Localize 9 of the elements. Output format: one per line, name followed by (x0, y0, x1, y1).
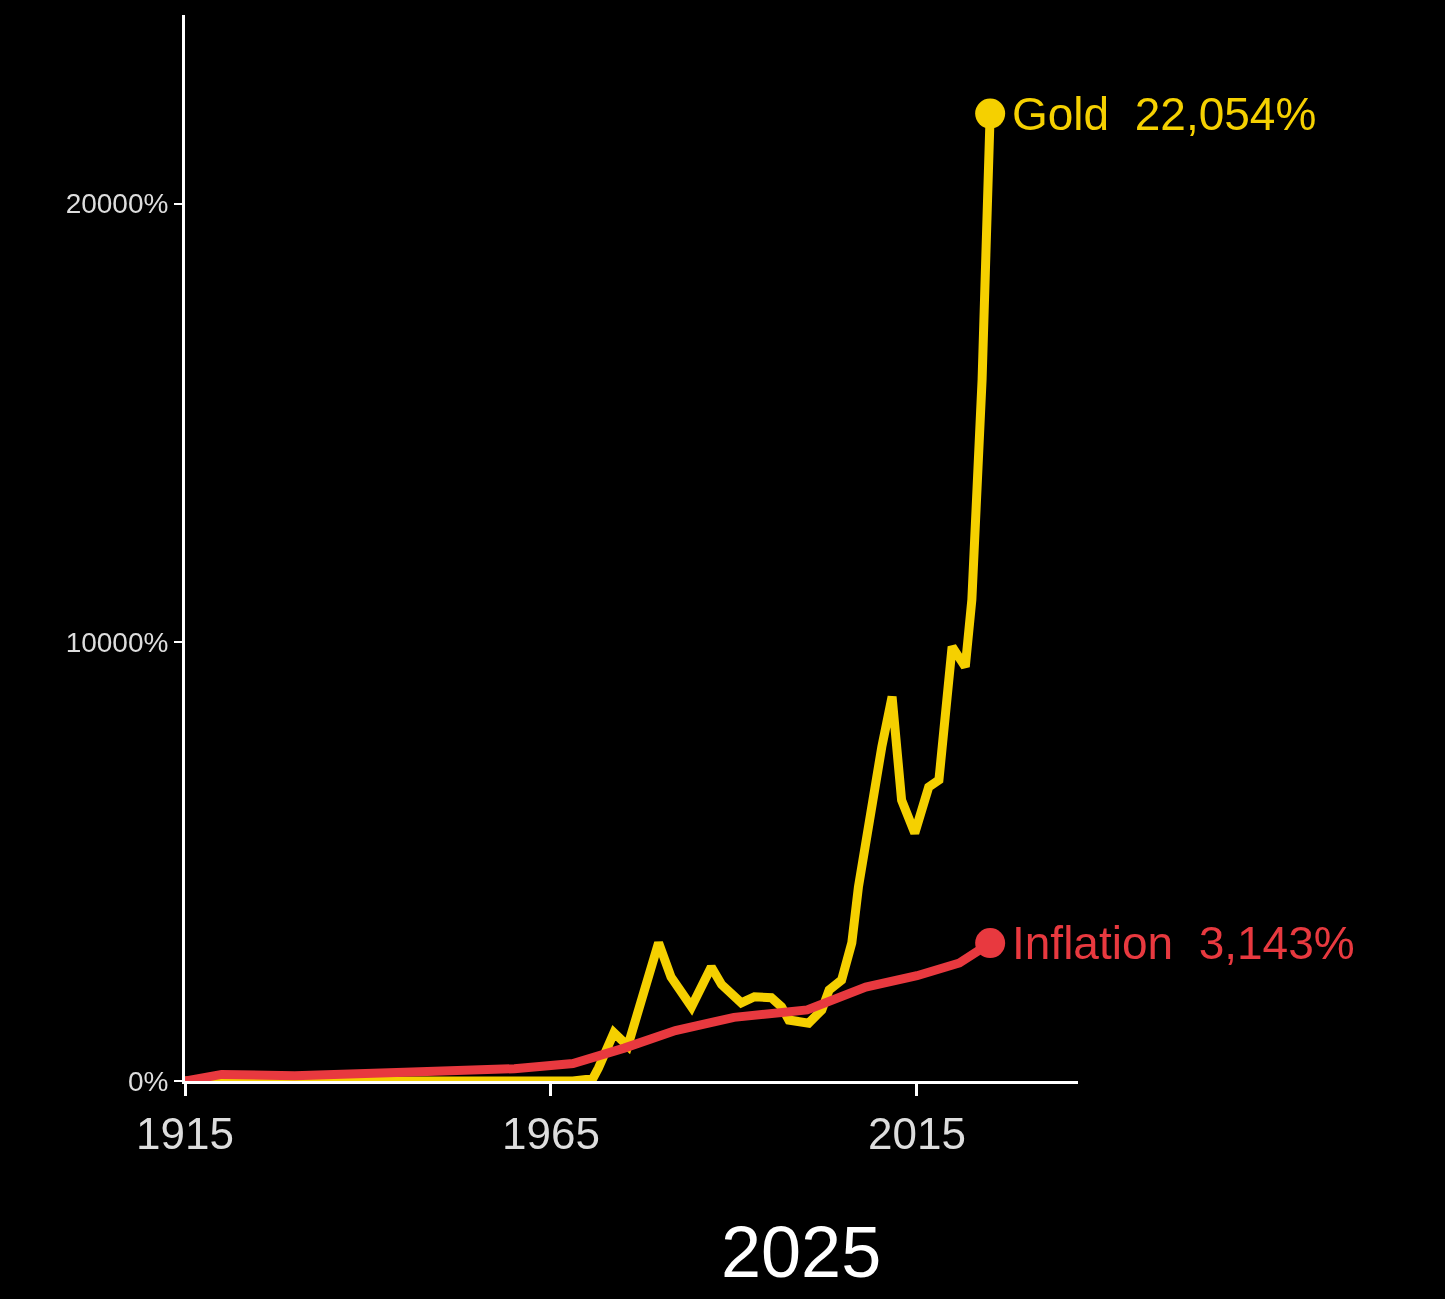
x-tick-label: 1915 (136, 1108, 234, 1158)
y-tick-label: 0% (127, 1065, 169, 1097)
text: Gold 22,054% (1012, 88, 1317, 140)
text: 2025 (721, 1212, 882, 1292)
text: Inflation 3,143% (1012, 917, 1355, 969)
x-tick-label: 1965 (502, 1108, 600, 1158)
y-tick-label: 10000% (65, 627, 169, 659)
x-tick-label: 2015 (868, 1108, 966, 1158)
y-tick-label: 20000% (65, 188, 169, 220)
